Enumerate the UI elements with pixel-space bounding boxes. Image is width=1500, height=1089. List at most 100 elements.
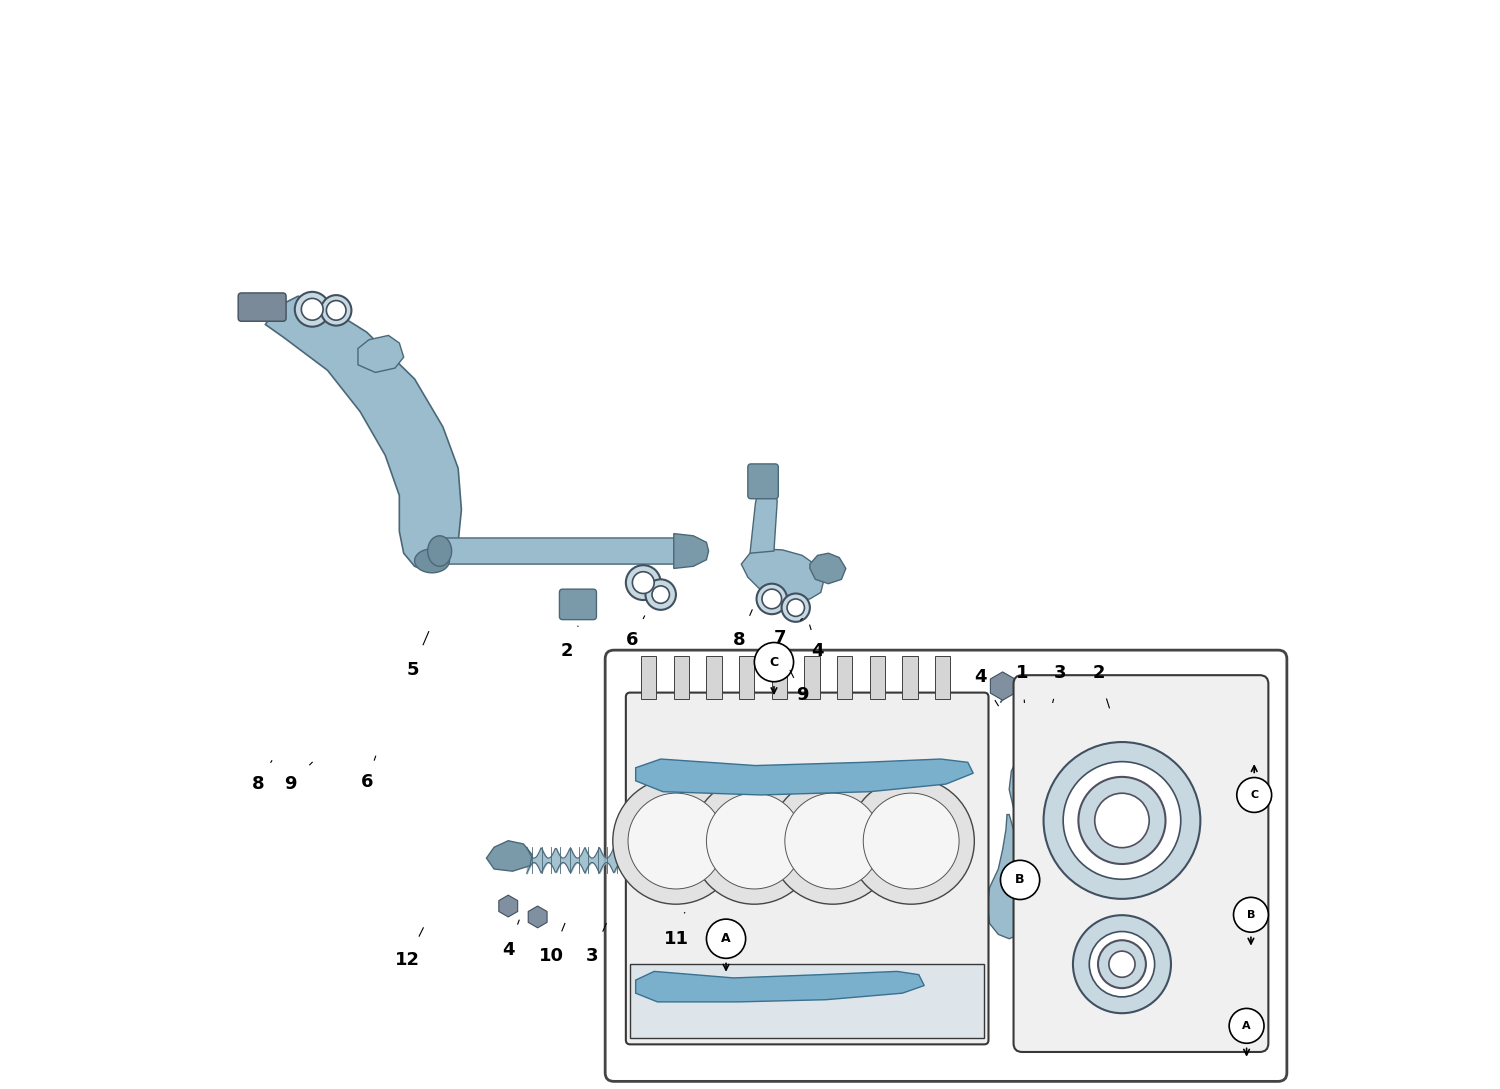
Circle shape	[1228, 1008, 1264, 1043]
Circle shape	[614, 778, 740, 904]
Circle shape	[1089, 931, 1155, 996]
Ellipse shape	[427, 536, 451, 566]
Circle shape	[1098, 940, 1146, 988]
Polygon shape	[693, 852, 752, 895]
Text: 9: 9	[284, 775, 297, 793]
Circle shape	[302, 298, 322, 320]
Bar	[640, 656, 657, 699]
Bar	[740, 656, 754, 699]
Polygon shape	[810, 553, 846, 584]
Polygon shape	[654, 836, 728, 891]
FancyBboxPatch shape	[1014, 675, 1269, 1052]
Text: 4: 4	[503, 941, 515, 958]
FancyBboxPatch shape	[238, 293, 286, 321]
Text: A: A	[722, 932, 730, 945]
Circle shape	[327, 301, 346, 320]
Circle shape	[1233, 897, 1269, 932]
Circle shape	[782, 594, 810, 622]
Bar	[772, 656, 788, 699]
Circle shape	[754, 643, 794, 682]
Text: A: A	[1242, 1020, 1251, 1031]
Polygon shape	[358, 335, 404, 372]
Text: 6: 6	[360, 773, 374, 791]
Polygon shape	[664, 902, 682, 923]
FancyBboxPatch shape	[626, 693, 988, 1044]
FancyBboxPatch shape	[604, 650, 1287, 1081]
Text: 7: 7	[774, 629, 786, 647]
Text: B: B	[1246, 909, 1256, 920]
Circle shape	[692, 778, 818, 904]
FancyBboxPatch shape	[560, 589, 597, 620]
Text: 9: 9	[796, 686, 808, 703]
Text: 1: 1	[1016, 664, 1029, 682]
Circle shape	[1072, 915, 1172, 1013]
Bar	[903, 656, 918, 699]
Text: 12: 12	[394, 952, 420, 969]
Circle shape	[706, 919, 746, 958]
Text: C: C	[1250, 790, 1258, 800]
Bar	[837, 656, 852, 699]
Circle shape	[626, 565, 660, 600]
Polygon shape	[636, 759, 974, 795]
Circle shape	[706, 793, 803, 889]
Text: B: B	[1016, 873, 1025, 886]
Polygon shape	[636, 971, 924, 1002]
Bar	[630, 964, 984, 1038]
Bar	[870, 656, 885, 699]
Circle shape	[1078, 776, 1166, 864]
Text: 3: 3	[1054, 664, 1066, 682]
Polygon shape	[528, 906, 548, 928]
Text: 8: 8	[734, 632, 746, 649]
Circle shape	[770, 778, 896, 904]
Text: 4: 4	[812, 643, 824, 660]
Text: 4: 4	[975, 669, 987, 686]
Polygon shape	[694, 898, 714, 920]
Text: 2: 2	[1092, 664, 1104, 682]
Circle shape	[1000, 860, 1039, 900]
Polygon shape	[429, 538, 693, 564]
Text: 5: 5	[406, 661, 418, 678]
Polygon shape	[674, 534, 708, 568]
Polygon shape	[741, 549, 824, 601]
FancyBboxPatch shape	[1096, 852, 1158, 886]
Circle shape	[788, 599, 804, 616]
Polygon shape	[990, 672, 1016, 700]
FancyBboxPatch shape	[748, 464, 778, 499]
Text: C: C	[770, 656, 778, 669]
Polygon shape	[266, 296, 462, 572]
Circle shape	[1108, 951, 1136, 977]
Text: 2: 2	[561, 643, 573, 660]
Text: 10: 10	[540, 947, 564, 965]
Circle shape	[1095, 793, 1149, 847]
Circle shape	[296, 292, 330, 327]
Circle shape	[756, 584, 788, 614]
Circle shape	[321, 295, 351, 326]
Bar	[674, 656, 688, 699]
Text: 3: 3	[586, 947, 598, 965]
Circle shape	[864, 793, 958, 889]
Circle shape	[847, 778, 975, 904]
Bar	[804, 656, 819, 699]
Polygon shape	[987, 815, 1030, 939]
Circle shape	[1238, 778, 1272, 812]
Circle shape	[1064, 761, 1180, 879]
Circle shape	[633, 572, 654, 594]
Circle shape	[1044, 742, 1200, 898]
Circle shape	[784, 793, 880, 889]
Text: 6: 6	[626, 632, 639, 649]
Bar	[934, 656, 951, 699]
Bar	[706, 656, 722, 699]
Polygon shape	[500, 895, 517, 917]
Polygon shape	[1000, 681, 1060, 819]
Polygon shape	[750, 485, 777, 553]
Circle shape	[1058, 823, 1084, 849]
Circle shape	[628, 793, 724, 889]
Text: 8: 8	[252, 775, 264, 793]
Polygon shape	[486, 841, 532, 871]
Circle shape	[762, 589, 782, 609]
Circle shape	[652, 586, 669, 603]
Ellipse shape	[414, 549, 450, 573]
Circle shape	[645, 579, 676, 610]
Circle shape	[1052, 817, 1090, 856]
Text: 11: 11	[663, 930, 688, 947]
